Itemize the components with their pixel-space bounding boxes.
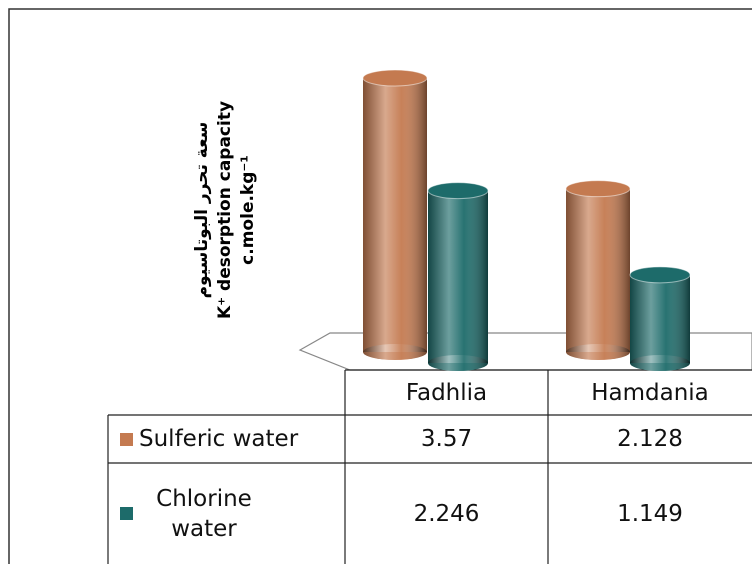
cylinder-bottom-shade — [630, 355, 690, 371]
category-label: Hamdania — [591, 379, 709, 406]
legend-swatch — [120, 432, 133, 446]
cylinder — [427, 182, 489, 371]
cylinder-top — [565, 180, 631, 198]
category-label: Fadhlia — [405, 379, 488, 406]
legend-text: Sulferic water — [139, 426, 299, 452]
y-label-line: K⁺ desorption capacity — [215, 101, 235, 319]
table-value: 2.128 — [617, 426, 683, 452]
y-label-line: c.mole.kg⁻¹ — [238, 155, 258, 265]
cylinder-bottom-shade — [428, 355, 488, 371]
legend-entry: Sulferic water — [108, 415, 345, 463]
legend-swatch — [120, 507, 133, 520]
cylinder — [565, 180, 631, 360]
cylinder-top — [427, 182, 489, 200]
table-value: 3.57 — [420, 426, 473, 452]
legend-text: Chlorine water — [156, 485, 252, 542]
cylinder — [629, 266, 691, 371]
cylinder-top — [362, 69, 428, 87]
cylinder-bottom-shade — [566, 344, 630, 360]
cylinder-bottom-shade — [363, 344, 427, 360]
cylinder-shade — [428, 190, 488, 363]
y-label-line: سعة تحرر البوتاسيوم — [192, 122, 212, 299]
y-axis-label: سعة تحرر البوتاسيوم K⁺ desorption capacit… — [192, 101, 258, 319]
cylinder-shade — [363, 78, 427, 352]
table-value: 2.246 — [413, 500, 480, 527]
frame — [8, 8, 752, 564]
table-grid — [107, 369, 752, 564]
table-value: 1.149 — [617, 500, 683, 527]
cylinder — [362, 69, 428, 360]
cylinder-shade — [566, 188, 630, 352]
cylinder-top — [629, 266, 691, 284]
cylinder-shade — [630, 274, 690, 363]
legend-entry: Chlorine water — [108, 463, 345, 564]
